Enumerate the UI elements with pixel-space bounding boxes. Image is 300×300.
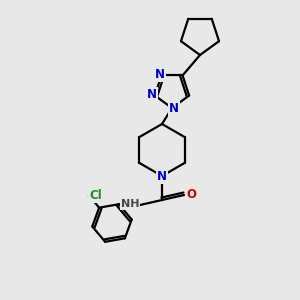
Text: N: N <box>147 88 157 101</box>
Text: N: N <box>157 169 167 182</box>
Text: NH: NH <box>121 199 139 209</box>
Text: N: N <box>169 103 179 116</box>
Text: Cl: Cl <box>89 189 102 202</box>
Text: O: O <box>186 188 196 202</box>
Text: N: N <box>154 68 164 81</box>
